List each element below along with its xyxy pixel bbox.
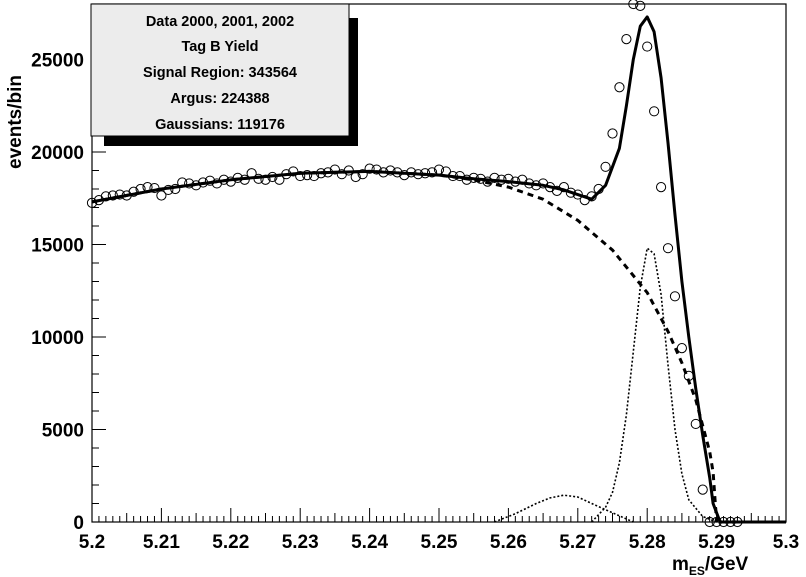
- x-tick-label: 5.3: [773, 532, 799, 553]
- data-point: [600, 161, 611, 172]
- data-point: [558, 182, 570, 193]
- x-axis-title: mES/GeV: [672, 554, 749, 577]
- data-point: [621, 34, 632, 45]
- gaussian-narrow-line: [591, 246, 717, 523]
- y-tick-label: 20000: [31, 143, 84, 164]
- x-tick-label: 5.24: [351, 532, 388, 553]
- x-tick-label: 5.23: [282, 532, 319, 553]
- data-point: [697, 484, 708, 495]
- stats-box: Data 2000, 2001, 2002 Tag B Yield Signal…: [90, 3, 358, 146]
- x-axis-title-sub: ES: [689, 564, 705, 577]
- data-point: [655, 182, 667, 193]
- data-point: [614, 82, 625, 93]
- data-point: [107, 190, 118, 201]
- x-axis-title-main: m: [672, 554, 689, 575]
- stats-line-1: Data 2000, 2001, 2002: [146, 14, 294, 30]
- data-point: [329, 164, 340, 175]
- data-point: [642, 41, 653, 52]
- y-tick-label: 5000: [42, 421, 84, 442]
- x-tick-label: 5.21: [143, 532, 180, 553]
- data-point: [364, 163, 375, 174]
- data-point: [635, 0, 646, 11]
- data-point: [399, 170, 410, 181]
- data-point: [302, 170, 313, 181]
- x-tick-label: 5.25: [421, 532, 458, 553]
- y-axis-title: events/bin: [5, 75, 26, 169]
- x-tick-label: 5.22: [212, 532, 249, 553]
- stats-line-5: Gaussians: 119176: [155, 117, 285, 133]
- data-point: [100, 191, 111, 202]
- argus-background-line: [91, 169, 719, 523]
- data-point: [288, 166, 299, 177]
- stats-line-3: Signal Region: 343564: [143, 65, 297, 81]
- y-tick-label: 10000: [31, 328, 84, 349]
- x-tick-label: 5.2: [79, 532, 105, 553]
- data-point: [357, 169, 368, 180]
- data-point: [669, 291, 681, 302]
- stats-box-panel: [90, 3, 350, 137]
- data-point: [426, 167, 438, 178]
- x-tick-label: 5.29: [698, 532, 735, 553]
- data-point: [128, 186, 139, 197]
- stats-line-4: Argus: 224388: [170, 91, 269, 107]
- data-point: [607, 128, 618, 139]
- data-point: [371, 164, 382, 175]
- x-tick-label: 5.27: [559, 532, 596, 553]
- y-tick-label: 0: [73, 513, 84, 534]
- y-tick-label: 25000: [31, 51, 84, 72]
- total-fit-line: [91, 15, 786, 524]
- y-tick-label: 15000: [31, 236, 84, 257]
- data-point: [489, 172, 500, 183]
- data-point: [295, 170, 306, 182]
- data-point: [385, 165, 396, 176]
- stats-line-2: Tag B Yield: [181, 39, 258, 55]
- x-tick-label: 5.26: [490, 532, 527, 553]
- data-point: [690, 418, 701, 430]
- data-point: [628, 0, 639, 10]
- tick-labels: 5.2 5.21 5.22 5.23 5.24 5.25 5.26 5.27 5.28 5.29 5…: [31, 51, 799, 554]
- data-point: [156, 190, 167, 201]
- data-point: [86, 197, 98, 208]
- data-point: [662, 243, 674, 254]
- x-axis-title-unit: /GeV: [705, 554, 749, 575]
- data-point: [503, 173, 514, 184]
- data-point: [704, 516, 715, 528]
- x-tick-label: 5.28: [629, 532, 666, 553]
- data-point: [649, 106, 660, 117]
- data-point: [676, 343, 688, 354]
- series-layer: [86, 0, 786, 528]
